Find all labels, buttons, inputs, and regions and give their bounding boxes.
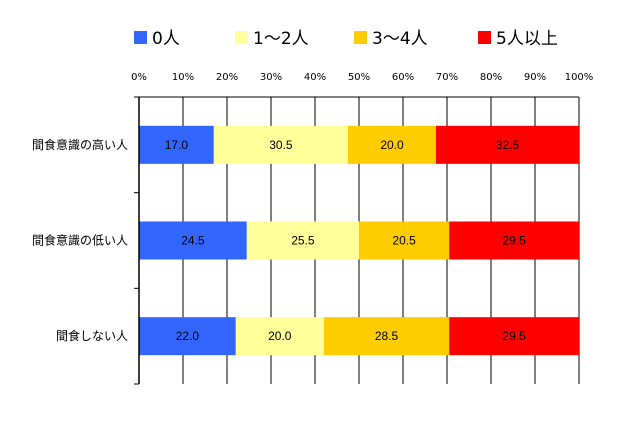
data-label: 28.5 — [375, 329, 399, 343]
legend-swatch — [354, 31, 367, 44]
bar-segment — [213, 125, 348, 164]
data-label: 20.0 — [380, 138, 404, 152]
x-tick-label: 80% — [480, 72, 502, 83]
y-axis — [134, 96, 140, 385]
bar-segment — [449, 221, 579, 260]
legend-item: 0人 — [134, 29, 180, 49]
category-label: 間食意識の高い人 — [32, 137, 128, 152]
data-label: 20.5 — [392, 234, 416, 248]
data-label: 20.0 — [268, 329, 292, 343]
bar-segment — [235, 317, 324, 356]
bar-segment — [139, 317, 236, 356]
chart-legend: 0人 1～2人 3～4人 5人以上 — [134, 29, 558, 49]
x-tick-label: 70% — [436, 72, 458, 83]
bars: 17.0 30.5 20.0 32.5 24.5 25.5 20.5 29.5 22.0 20.0… — [139, 125, 579, 356]
x-tick-label: 10% — [172, 72, 194, 83]
bar-segment — [139, 221, 247, 260]
x-axis-tick-labels: 0% 10% 20% 30% 40% 50% 60% 70% 80% 90% 100% — [131, 72, 593, 83]
bar-segment — [323, 317, 450, 356]
legend-label: 1～2人 — [253, 29, 309, 49]
category-label: 間食意識の低い人 — [32, 233, 128, 248]
x-tick-label: 100% — [565, 72, 594, 83]
bar-segment — [348, 125, 436, 164]
bar-segment — [139, 125, 214, 164]
legend-item: 5人以上 — [478, 29, 558, 49]
x-tick-label: 20% — [216, 72, 238, 83]
legend-label: 5人以上 — [496, 29, 558, 49]
x-tick-label: 0% — [131, 72, 147, 83]
x-tick-label: 30% — [260, 72, 282, 83]
legend-swatch — [134, 31, 147, 44]
legend-label: 3～4人 — [372, 29, 428, 49]
data-label: 24.5 — [181, 234, 205, 248]
plot-area: 17.0 30.5 20.0 32.5 24.5 25.5 20.5 29.5 22.0 20.0… — [134, 96, 580, 385]
data-label: 29.5 — [502, 234, 526, 248]
data-label: 17.0 — [165, 138, 189, 152]
legend-label: 0人 — [152, 29, 180, 49]
data-label: 30.5 — [269, 138, 293, 152]
x-tick-label: 60% — [392, 72, 414, 83]
x-tick-label: 50% — [348, 72, 370, 83]
bar-segment — [449, 317, 579, 356]
bar-segment — [436, 125, 579, 164]
data-label: 32.5 — [496, 138, 520, 152]
bar-segment — [359, 221, 450, 260]
legend-item: 3～4人 — [354, 29, 428, 49]
data-label: 29.5 — [502, 329, 526, 343]
legend-swatch — [478, 31, 491, 44]
bar-segment — [246, 221, 359, 260]
category-label: 間食しない人 — [56, 328, 128, 343]
data-label: 22.0 — [176, 329, 200, 343]
data-label: 25.5 — [291, 234, 315, 248]
legend-item: 1～2人 — [235, 29, 309, 49]
x-tick-label: 40% — [304, 72, 326, 83]
x-tick-label: 90% — [524, 72, 546, 83]
legend-swatch — [235, 31, 248, 44]
